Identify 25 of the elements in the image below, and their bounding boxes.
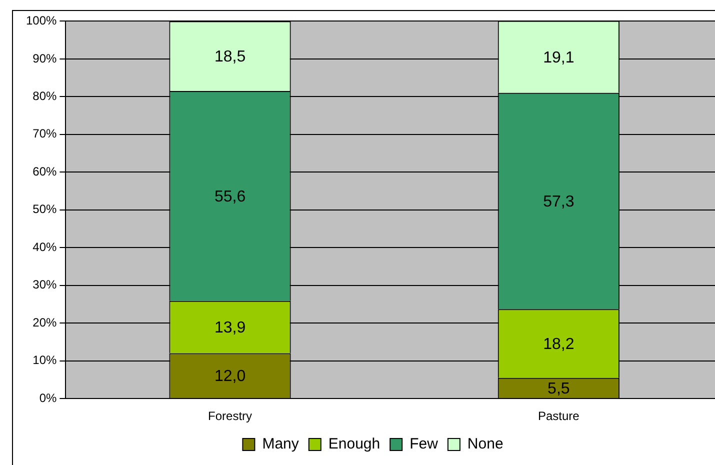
- y-tick-label: 80%: [32, 88, 58, 103]
- data-label: 18,2: [543, 336, 574, 353]
- data-label: 19,1: [543, 49, 574, 66]
- legend-label: Many: [262, 436, 300, 453]
- data-label: 55,6: [214, 188, 246, 206]
- y-tick-label: 90%: [32, 51, 58, 66]
- y-tick-label: 100%: [26, 14, 58, 28]
- y-tick-label: 60%: [32, 164, 58, 178]
- y-tick-label: 0%: [39, 390, 58, 405]
- data-label: 5,5: [548, 380, 570, 398]
- y-tick-label: 40%: [32, 240, 58, 254]
- y-tick-label: 50%: [32, 202, 58, 216]
- data-label: 57,3: [543, 193, 574, 210]
- x-tick-label: Pasture: [538, 409, 580, 424]
- data-label: 18,5: [214, 48, 246, 66]
- y-tick-label: 70%: [32, 126, 58, 141]
- legend-label: None: [467, 436, 504, 453]
- data-label: 12,0: [214, 368, 246, 386]
- y-tick-label: 10%: [32, 353, 58, 368]
- data-label: 13,9: [214, 319, 246, 336]
- y-tick-label: 30%: [32, 278, 58, 292]
- legend-label: Enough: [328, 436, 380, 453]
- legend-label: Few: [410, 436, 438, 453]
- y-tick-label: 20%: [32, 315, 58, 330]
- x-tick-label: Forestry: [208, 409, 252, 424]
